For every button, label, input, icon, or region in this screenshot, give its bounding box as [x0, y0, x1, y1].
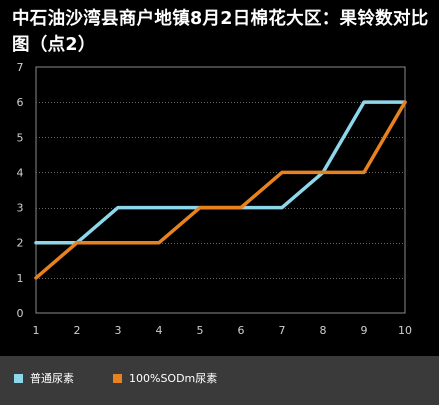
y-tick-label: 0	[17, 307, 24, 320]
legend: 普通尿素 100%SODm尿素	[0, 356, 439, 405]
x-tick-label: 5	[197, 324, 204, 337]
y-tick-label: 6	[17, 96, 24, 109]
x-tick-label: 7	[279, 324, 286, 337]
y-tick-label: 2	[17, 237, 24, 250]
x-tick-label: 10	[398, 324, 412, 337]
x-tick-label: 8	[320, 324, 327, 337]
plot-frame	[35, 66, 406, 314]
chart-title: 中石油沙湾县商户地镇8月2日棉花大区：果铃数对比图（点2）	[12, 9, 429, 55]
legend-label-series-2: 100%SODm尿素	[129, 372, 218, 385]
x-tick-label: 2	[74, 324, 81, 337]
x-tick-label: 6	[238, 324, 245, 337]
legend-swatch-series-2	[113, 373, 122, 383]
y-tick-label: 1	[17, 272, 24, 285]
y-tick-label: 7	[17, 61, 24, 74]
legend-swatch-series-1	[14, 373, 23, 383]
x-tick-label: 3	[115, 324, 122, 337]
legend-label-series-1: 普通尿素	[30, 372, 74, 385]
legend-item-series-1: 普通尿素	[14, 370, 74, 386]
x-tick-label: 4	[156, 324, 163, 337]
x-tick-label: 9	[361, 324, 368, 337]
y-tick-label: 4	[17, 166, 24, 179]
y-tick-label: 5	[17, 131, 24, 144]
y-tick-label: 3	[17, 202, 24, 215]
legend-item-series-2: 100%SODm尿素	[113, 370, 217, 386]
x-tick-label: 1	[33, 324, 40, 337]
series-line-2	[34, 100, 407, 280]
